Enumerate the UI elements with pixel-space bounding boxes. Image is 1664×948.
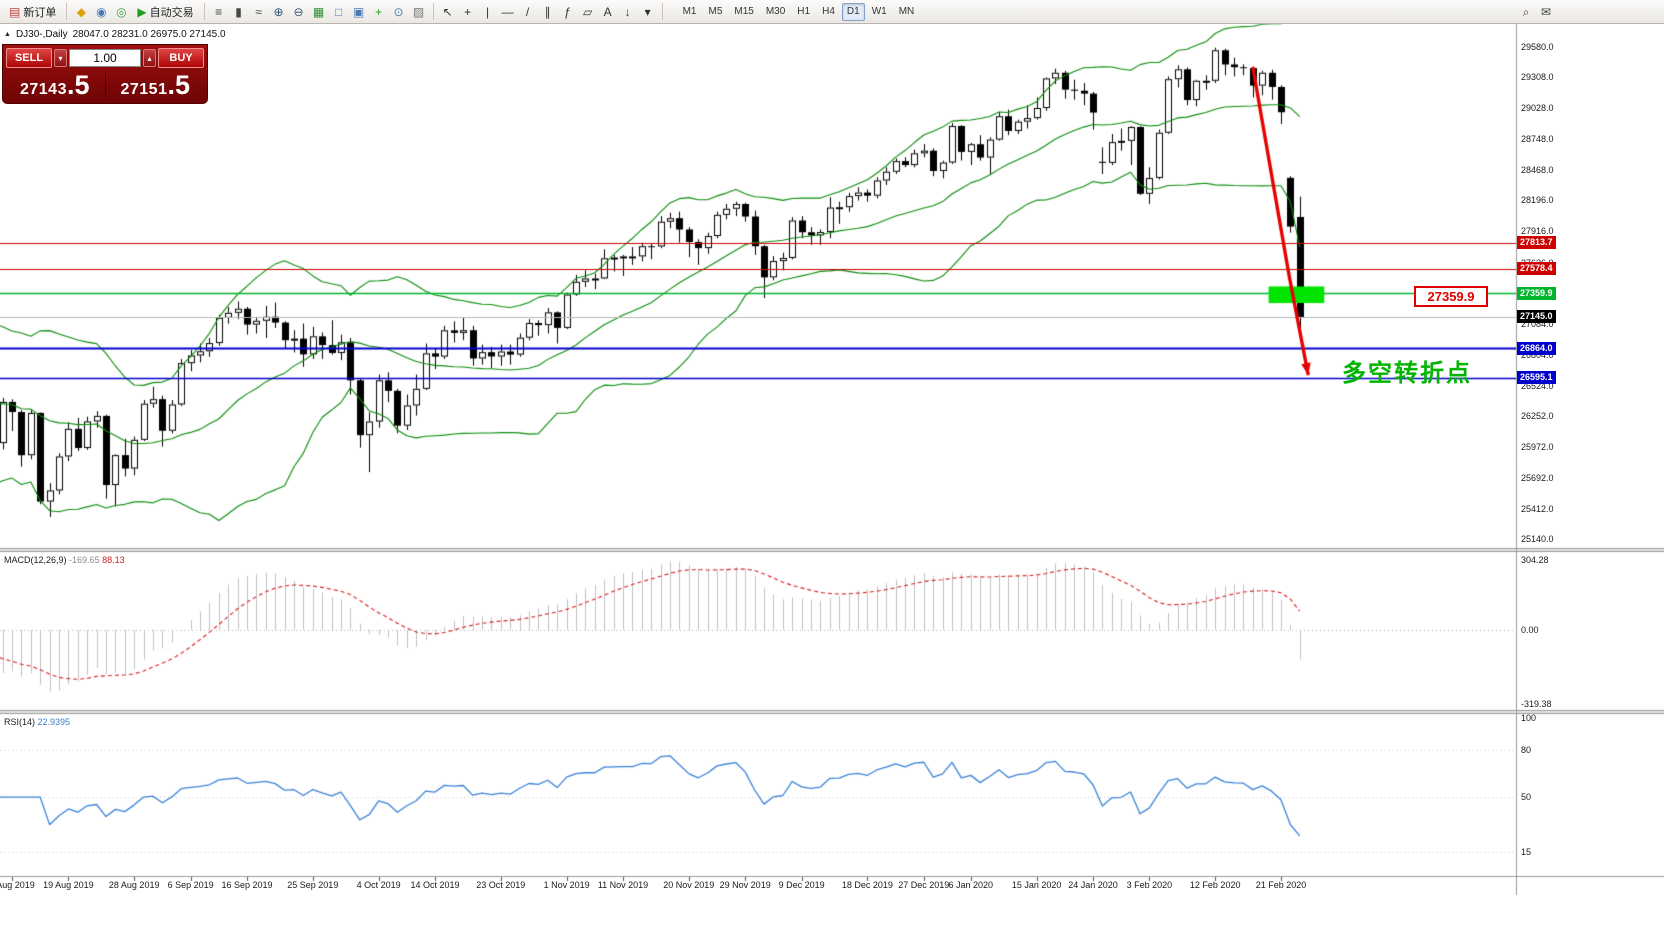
price-divider xyxy=(104,72,106,98)
tile-windows-icon[interactable]: ▣ xyxy=(352,4,365,19)
rsi-indicator-label: RSI(14) 22.9395 xyxy=(4,717,70,727)
search-icon[interactable]: ⌕ xyxy=(1522,4,1530,19)
drawing-tools-group: ↖ + | — / ∥ ƒ ▱ A ↓ ▾ xyxy=(438,2,658,22)
macd-value: -169.65 xyxy=(69,555,100,565)
toolbar-separator xyxy=(66,3,68,20)
objects-dropdown-icon[interactable]: ▾ xyxy=(644,4,651,19)
volume-down-button[interactable]: ▾ xyxy=(54,49,67,67)
chart-tools-group: ≡ ▮ ≈ ⊕ ⊖ ▦ □ ▣ + ⊙ ▨ xyxy=(209,2,429,22)
buy-button[interactable]: BUY xyxy=(158,48,204,68)
timeframe-h1-button[interactable]: H1 xyxy=(797,6,811,17)
fibonacci-icon[interactable]: ƒ xyxy=(564,4,571,19)
sell-price-big: .5 xyxy=(66,70,90,100)
timeframe-d1-button[interactable]: D1 xyxy=(841,2,865,21)
toolbar-separator xyxy=(432,3,434,20)
toolbar-separator xyxy=(203,3,205,20)
periods-icon[interactable]: ⊙ xyxy=(393,4,404,19)
new-order-icon: ▤ xyxy=(9,4,21,19)
chart-ohlc-title: ▲ DJ30-,Daily 28047.0 28231.0 26975.0 27… xyxy=(4,29,226,40)
bar-chart-icon[interactable]: ≡ xyxy=(215,4,223,19)
zoom-in-icon[interactable]: ⊕ xyxy=(273,4,284,19)
volume-input[interactable]: 1.00 xyxy=(69,49,141,67)
timeframe-mn-button[interactable]: MN xyxy=(898,6,915,17)
buy-price[interactable]: 27151.5 xyxy=(107,70,205,100)
one-click-panel-toggle-icon[interactable]: ▲ xyxy=(4,31,11,38)
turning-point-annotation[interactable]: 多空转折点 xyxy=(1342,360,1472,387)
toolbar: ▤ 新订单 ◆ ◉ ◎ ▶ 自动交易 ≡ ▮ ≈ ⊕ ⊖ ▦ □ ▣ + ⊙ ▨ ↖ + | — / ∥ ƒ ▱ A ↓ ▾… xyxy=(0,0,1664,24)
timeframe-w1-button[interactable]: W1 xyxy=(871,6,887,17)
zoom-out-icon[interactable]: ⊖ xyxy=(293,4,304,19)
macd-name: MACD(12,26,9) xyxy=(4,555,67,565)
new-order-label: 新订单 xyxy=(23,6,57,19)
sell-price-small: 27143 xyxy=(19,81,67,98)
rsi-name: RSI(14) xyxy=(4,717,36,727)
data-window-icon[interactable]: ◉ xyxy=(96,4,107,19)
symbol-period-label: DJ30-,Daily xyxy=(15,29,68,40)
sell-price[interactable]: 27143.5 xyxy=(6,70,104,100)
buy-price-small: 27151 xyxy=(120,81,168,98)
text-label-icon[interactable]: A xyxy=(603,4,612,19)
price-callout[interactable]: 27359.9 xyxy=(1414,286,1488,307)
toolbar-right-icons: ⌕ ✉ xyxy=(1516,2,1556,22)
autotrading-label: 自动交易 xyxy=(149,6,194,19)
timeframe-m1-button[interactable]: M1 xyxy=(682,6,697,17)
autotrading-play-icon: ▶ xyxy=(137,4,147,19)
quick-icons-group: ◆ ◉ ◎ xyxy=(71,2,131,22)
autotrading-button[interactable]: ▶ 自动交易 xyxy=(131,2,199,22)
chat-icon[interactable]: ✉ xyxy=(1540,5,1552,19)
mql5-community-icon[interactable]: ◆ xyxy=(76,4,86,19)
shapes-icon[interactable]: ▱ xyxy=(582,4,593,19)
crosshair-icon[interactable]: + xyxy=(464,4,472,19)
cursor-icon[interactable]: ↖ xyxy=(442,4,453,19)
horizontal-line-icon[interactable]: — xyxy=(501,4,514,19)
macd-indicator-label: MACD(12,26,9) -169.65 88.13 xyxy=(4,555,125,565)
metaeditor-icon[interactable]: ◎ xyxy=(116,4,127,19)
trendline-icon[interactable]: / xyxy=(525,4,530,19)
new-order-button[interactable]: ▤ 新订单 xyxy=(3,2,62,22)
cascade-windows-icon[interactable]: □ xyxy=(334,4,343,19)
line-chart-icon[interactable]: ≈ xyxy=(255,4,262,19)
buy-price-big: .5 xyxy=(167,70,191,100)
timeframe-m15-button[interactable]: M15 xyxy=(734,6,754,17)
channel-icon[interactable]: ∥ xyxy=(544,4,551,19)
rsi-value: 22.9395 xyxy=(37,717,71,727)
volume-up-button[interactable]: ▴ xyxy=(143,49,156,67)
timeframe-m30-button[interactable]: M30 xyxy=(765,6,786,17)
indicators-icon[interactable]: + xyxy=(375,4,383,19)
templates-icon[interactable]: ▨ xyxy=(412,4,425,19)
timeframe-h4-button[interactable]: H4 xyxy=(822,6,835,17)
timeframe-m5-button[interactable]: M5 xyxy=(708,6,723,17)
one-click-trading-panel: SELL ▾ 1.00 ▴ BUY 27143.5 27151.5 xyxy=(2,44,208,104)
macd-signal-value: 88.13 xyxy=(102,555,125,565)
toolbar-separator xyxy=(661,3,663,20)
candlestick-chart-icon[interactable]: ▮ xyxy=(235,4,242,19)
sell-button[interactable]: SELL xyxy=(6,48,52,68)
timeframe-buttons: M1 M5 M15 M30 H1 H4 D1 W1 MN xyxy=(677,2,921,21)
ohlc-values: 28047.0 28231.0 26975.0 27145.0 xyxy=(72,29,226,40)
vertical-line-icon[interactable]: | xyxy=(486,4,490,19)
auto-arrange-icon[interactable]: ▦ xyxy=(312,4,325,19)
arrow-tool-icon[interactable]: ↓ xyxy=(624,4,631,19)
